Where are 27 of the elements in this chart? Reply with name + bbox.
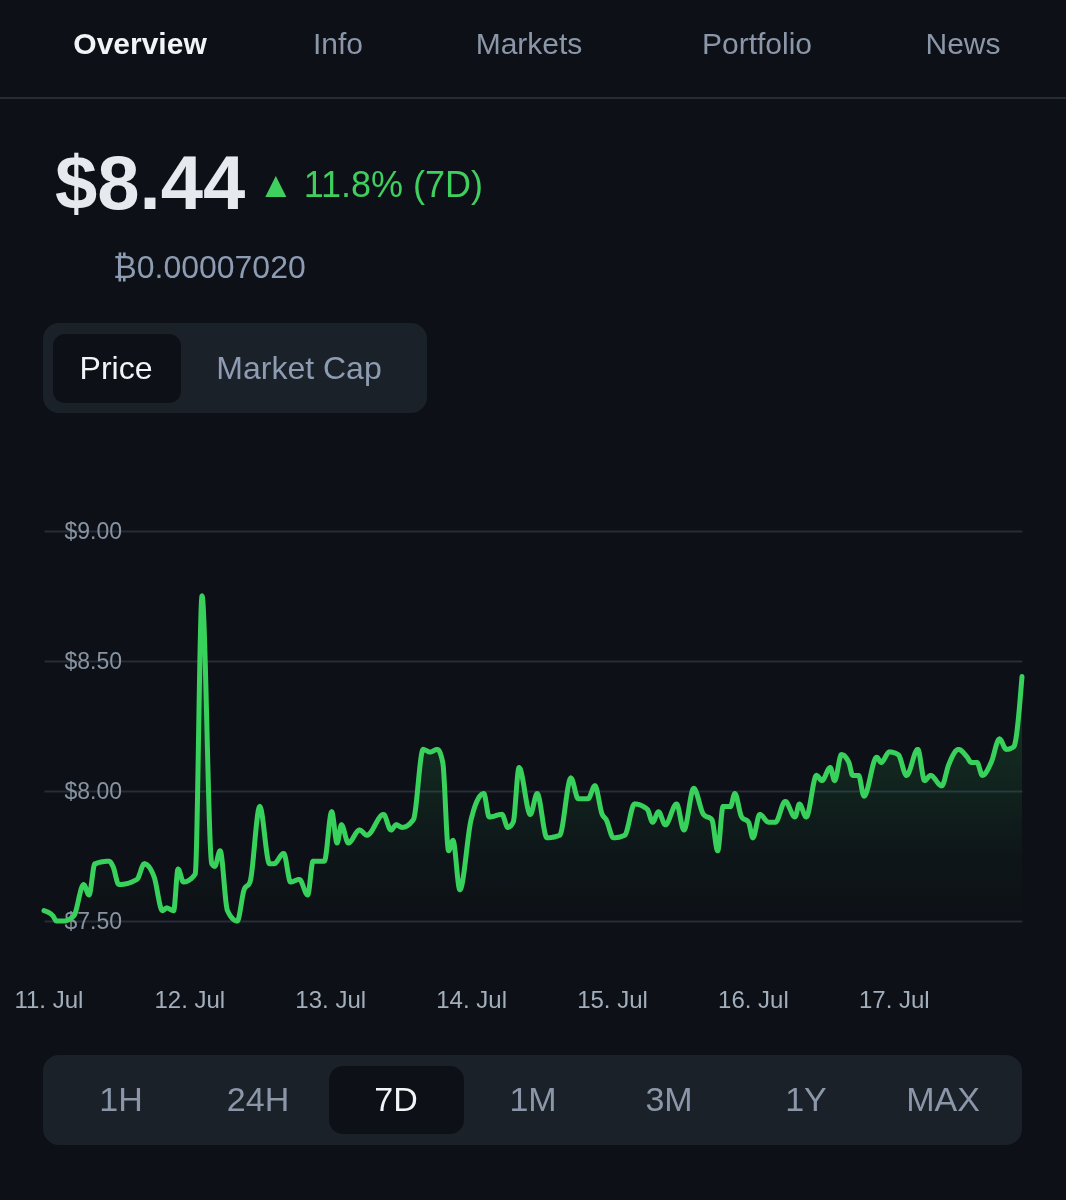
- text: $8.44: [55, 140, 246, 225]
- text: 1H: [99, 1080, 143, 1118]
- text: 1M: [509, 1080, 557, 1118]
- text: ▲ 11.8% (7D): [258, 164, 484, 205]
- text: ₿0.00007020: [113, 249, 306, 285]
- text: News: [925, 27, 1001, 60]
- text: Overview: [73, 27, 208, 60]
- text: Price: [79, 350, 153, 386]
- text: 24H: [226, 1080, 290, 1118]
- text: Info: [312, 27, 364, 60]
- y-tick-label: $8.00: [64, 777, 123, 804]
- x-tick-label: 14. Jul: [436, 985, 507, 1013]
- text: MAX: [906, 1080, 980, 1118]
- x-tick-label: 11. Jul: [14, 985, 84, 1013]
- text: Portfolio: [701, 27, 813, 60]
- x-tick-label: 15. Jul: [577, 985, 648, 1013]
- text: Markets: [475, 27, 583, 60]
- x-tick-label: 13. Jul: [295, 985, 367, 1013]
- x-tick-label: 17. Jul: [858, 985, 930, 1013]
- text: 1Y: [785, 1080, 827, 1118]
- text: 7D: [374, 1080, 418, 1118]
- x-tick-label: 12. Jul: [154, 985, 226, 1013]
- y-tick-label: $9.00: [64, 517, 123, 544]
- x-tick-label: 16. Jul: [718, 985, 789, 1013]
- text: 3M: [645, 1080, 693, 1118]
- text: Market Cap: [216, 350, 382, 386]
- y-tick-label: $8.50: [64, 647, 123, 674]
